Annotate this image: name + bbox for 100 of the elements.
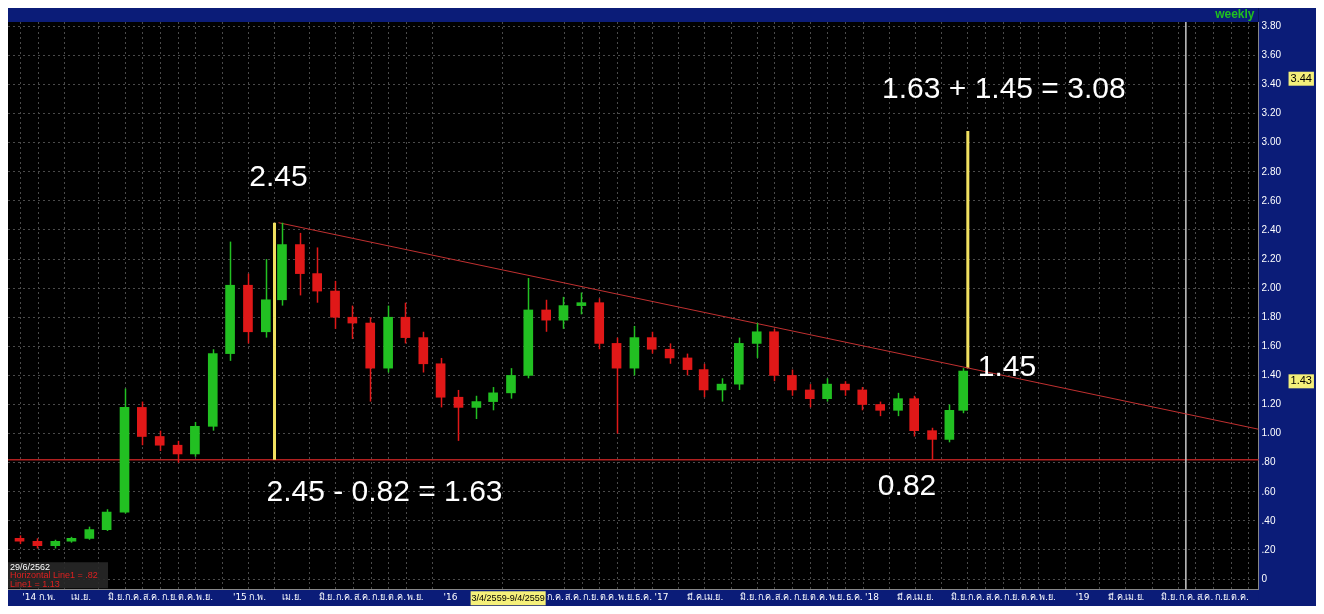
x-tick-label: ก.พ. (249, 591, 267, 602)
x-tick-label: เม.ย. (914, 591, 934, 602)
x-tick-label: ธ.ค. (845, 591, 863, 602)
x-tick-label: มี.ค. (897, 591, 915, 602)
x-tick-label: ก.พ. (38, 591, 56, 602)
y-tick-label: 1.20 (1261, 398, 1282, 410)
x-tick-label: ส.ค. (143, 591, 160, 602)
y-tick-label: 2.20 (1261, 252, 1282, 264)
candlestick (576, 291, 587, 316)
x-tick-label: มิ.ย. (108, 591, 125, 602)
text: weekly (1214, 7, 1255, 22)
x-tick-label: พ.ย. (406, 591, 424, 602)
x-tick-label: ก.ค. (1178, 591, 1196, 602)
x-tick-label: ก.ย. (161, 591, 178, 602)
annotation: 2.45 - 0.82 = 1.63 (266, 474, 503, 508)
annotation: 1.45 (977, 349, 1037, 383)
x-tick-label: เม.ย. (703, 591, 724, 602)
x-tick-label: ต.ค. (388, 591, 407, 602)
annotation: 2.45 (249, 158, 308, 192)
x-tick-label: มี.ค. (686, 591, 705, 602)
candlestick (506, 367, 516, 400)
x-tick-label: ก.ย. (583, 591, 600, 602)
y-tick-label: 3.20 (1261, 107, 1282, 119)
candlestick (682, 352, 693, 377)
candlestick (453, 389, 464, 442)
x-tick-label: ก.ค. (968, 591, 985, 602)
annotation: 0.82 (877, 468, 937, 502)
x-tick-label: ส.ค. (775, 591, 793, 602)
y-tick-label: 1.40 (1261, 369, 1282, 381)
candlestick (488, 386, 498, 412)
x-tick-label: '16 (443, 591, 458, 602)
y-tick-label: 0 (1261, 572, 1268, 584)
x-tick-label: เม.ย. (71, 591, 92, 602)
y-tick-label: 2.00 (1261, 281, 1282, 293)
x-tick-label: เม.ย. (1124, 591, 1145, 602)
y-tick-label: .20 (1261, 543, 1276, 555)
x-tick-label: ก.ย. (372, 591, 388, 602)
x-tick-label: '18 (865, 591, 880, 602)
x-tick-label: '14 (22, 591, 37, 602)
x-tick-label: ก.ย. (1004, 591, 1021, 602)
y-tick-label: 1.00 (1261, 427, 1282, 439)
candlestick (927, 427, 937, 461)
y-tick-label: 2.40 (1261, 223, 1282, 235)
annotation: Horizontal Line1 = .82 (10, 570, 98, 581)
x-tick-label: ก.ค. (547, 591, 564, 602)
x-tick-label: พ.ย. (1039, 591, 1056, 602)
candlestick (751, 322, 762, 359)
x-tick-label: พ.ย. (196, 591, 214, 602)
x-tick-label: ก.ค. (335, 591, 353, 602)
y-tick-label: 2.80 (1261, 165, 1282, 177)
x-tick-label: ส.ค. (353, 591, 371, 602)
x-tick-label: ก.ย. (1214, 591, 1231, 602)
y-tick-label: .40 (1261, 514, 1276, 526)
x-tick-label: ต.ค. (177, 591, 196, 602)
candlestick (400, 301, 411, 345)
y-tick-label: 3.60 (1261, 49, 1282, 61)
candlestick (312, 246, 322, 304)
x-tick-label: มี.ค. (1107, 591, 1126, 602)
text: 3/4/2559-9/4/2559 (471, 592, 545, 603)
annotation: 1.63 + 1.45 = 3.08 (882, 71, 1126, 105)
x-tick-label: '15 (232, 591, 247, 602)
x-tick-label: '17 (654, 591, 669, 602)
x-tick-label: มิ.ย. (740, 591, 757, 602)
text: 1.43 (1290, 374, 1312, 387)
x-tick-label: ส.ค. (1196, 591, 1214, 602)
x-tick-label: ต.ค. (1231, 591, 1249, 602)
candlestick (822, 377, 832, 403)
candlestick (646, 331, 657, 355)
annotation: Line1 = 1.13 (10, 578, 60, 589)
x-tick-label: ก.ค. (125, 591, 143, 602)
x-tick-label: ก.ค. (757, 591, 775, 602)
y-tick-label: 2.60 (1261, 194, 1282, 206)
x-tick-label: ส.ค. (564, 591, 582, 602)
x-tick-label: พ.ย. (828, 591, 846, 602)
y-tick-label: .60 (1261, 485, 1276, 497)
y-tick-label: 1.80 (1261, 310, 1282, 322)
candlestick (804, 383, 815, 409)
y-tick-label: 3.00 (1261, 136, 1282, 148)
x-tick-label: ต.ค. (599, 591, 618, 602)
candlestick (154, 429, 165, 452)
candlestick (857, 386, 868, 412)
candlestick (471, 395, 482, 420)
x-tick-label: มิ.ย. (950, 591, 968, 602)
x-tick-label: ต.ค. (810, 591, 828, 602)
y-tick-label: 3.40 (1261, 78, 1282, 90)
text: 3.44 (1290, 71, 1312, 84)
candlestick (558, 296, 569, 330)
x-tick-label: ธ.ค. (635, 591, 653, 602)
y-tick-label: 1.60 (1261, 340, 1282, 352)
y-tick-label: .80 (1261, 456, 1276, 468)
candlestick (101, 508, 112, 532)
x-tick-label: เม.ย. (281, 591, 302, 602)
annotation: 29/6/2562 (10, 561, 51, 572)
candlestick (893, 392, 903, 417)
candlestick (541, 299, 551, 333)
x-tick-label: มิ.ย. (1161, 591, 1179, 602)
candlestick (787, 368, 797, 397)
x-tick-label: พ.ย. (617, 591, 635, 602)
x-tick-label: ก.ย. (793, 591, 810, 602)
candlestick (698, 363, 709, 398)
